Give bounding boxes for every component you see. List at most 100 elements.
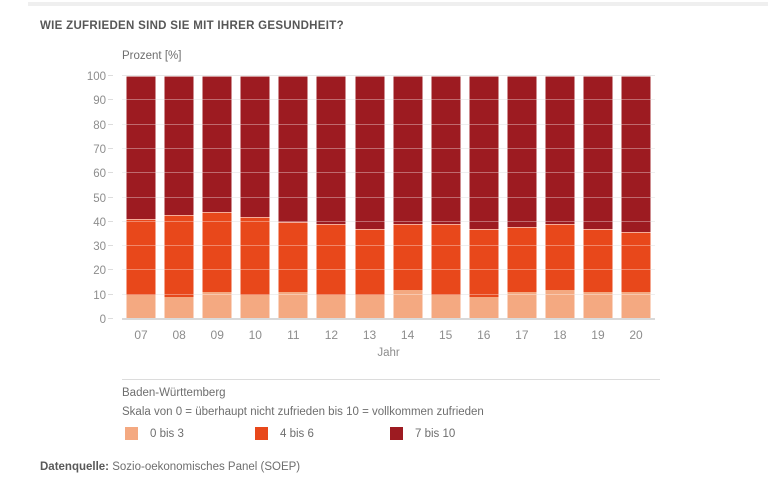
bar-column-13 bbox=[350, 76, 388, 319]
bar-20-segment-7-bis-10 bbox=[621, 76, 651, 232]
y-axis-labels: 0 10 20 30 40 50 60 70 80 90 100 bbox=[70, 71, 114, 326]
data-source-label: Datenquelle: bbox=[40, 461, 110, 473]
bar-columns bbox=[122, 76, 655, 319]
gridline-30 bbox=[122, 245, 655, 247]
x-axis-baseline bbox=[122, 318, 655, 320]
bar-column-15 bbox=[427, 76, 465, 319]
bar-column-07 bbox=[122, 76, 160, 319]
bar-07-segment-7-bis-10 bbox=[126, 76, 156, 220]
bar-09-segment-4-bis-6 bbox=[202, 212, 232, 293]
y-label-10: 10 bbox=[93, 289, 106, 302]
bar-12-segment-4-bis-6 bbox=[316, 224, 346, 295]
bar-column-20 bbox=[617, 76, 655, 319]
bar-18-segment-0-bis-3 bbox=[545, 289, 575, 319]
legend-item-7-bis-10: 7 bis 10 bbox=[390, 427, 455, 440]
bar-18-segment-7-bis-10 bbox=[545, 76, 575, 225]
bar-15-segment-4-bis-6 bbox=[431, 224, 461, 295]
bar-15-segment-0-bis-3 bbox=[431, 294, 461, 319]
x-label-15: 15 bbox=[438, 328, 453, 342]
x-label-16: 16 bbox=[477, 328, 491, 342]
gridline-over-30 bbox=[122, 245, 655, 247]
legend-item-4-bis-6: 4 bis 6 bbox=[255, 427, 314, 440]
bar-08-segment-7-bis-10 bbox=[164, 76, 194, 215]
y-label-30: 30 bbox=[93, 241, 106, 254]
bar-19-segment-0-bis-3 bbox=[583, 292, 613, 319]
gridline-100 bbox=[122, 75, 655, 76]
gridline-80 bbox=[122, 123, 655, 125]
bar-column-19 bbox=[579, 76, 617, 319]
bar-column-14 bbox=[389, 76, 427, 319]
x-label-07: 07 bbox=[134, 328, 148, 342]
gridline-50 bbox=[122, 196, 655, 198]
y-tick-0 bbox=[108, 318, 113, 319]
y-tick-60 bbox=[108, 172, 113, 174]
y-label-100: 100 bbox=[86, 71, 106, 83]
top-divider bbox=[28, 2, 768, 6]
bar-11-segment-7-bis-10 bbox=[278, 76, 308, 222]
bar-column-18 bbox=[541, 76, 579, 319]
gridline-over-40 bbox=[122, 220, 655, 222]
legend-swatch-0-bis-3 bbox=[125, 427, 138, 440]
bar-column-10 bbox=[236, 76, 274, 319]
plot-area bbox=[122, 75, 655, 320]
bar-13-segment-0-bis-3 bbox=[355, 294, 384, 319]
bar-column-17 bbox=[503, 76, 541, 319]
bar-13-segment-7-bis-10 bbox=[355, 76, 384, 230]
legend-label-4-bis-6: 4 bis 6 bbox=[280, 427, 314, 440]
y-tick-10 bbox=[108, 293, 113, 295]
bar-15-segment-7-bis-10 bbox=[431, 76, 461, 225]
data-source: Datenquelle: Sozio-oekonomisches Panel (… bbox=[40, 461, 300, 473]
x-label-19: 19 bbox=[591, 328, 605, 342]
legend-swatch-7-bis-10 bbox=[390, 427, 403, 440]
bar-12-segment-7-bis-10 bbox=[316, 76, 346, 225]
gridline-60 bbox=[122, 172, 655, 174]
x-label-12: 12 bbox=[324, 328, 339, 342]
bar-19-segment-4-bis-6 bbox=[583, 229, 613, 293]
bar-10-segment-4-bis-6 bbox=[240, 216, 270, 295]
bar-08-segment-0-bis-3 bbox=[164, 297, 194, 319]
y-tick-90 bbox=[108, 99, 113, 101]
bar-08-segment-4-bis-6 bbox=[164, 214, 194, 298]
bar-10-segment-0-bis-3 bbox=[240, 294, 270, 319]
gridline-over-90 bbox=[122, 99, 655, 101]
legend-label-0-bis-3: 0 bis 3 bbox=[150, 427, 184, 440]
bar-column-09 bbox=[198, 76, 236, 319]
x-label-11: 11 bbox=[287, 328, 300, 342]
bar-column-08 bbox=[160, 76, 198, 319]
bar-column-16 bbox=[465, 76, 503, 319]
bar-column-11 bbox=[274, 76, 312, 319]
y-label-50: 50 bbox=[93, 192, 106, 205]
region-note: Baden-Württemberg bbox=[122, 387, 226, 399]
bar-07-segment-4-bis-6 bbox=[126, 219, 156, 295]
bar-14-segment-4-bis-6 bbox=[393, 224, 423, 290]
gridline-40 bbox=[122, 220, 655, 222]
y-tick-80 bbox=[108, 123, 113, 125]
legend-item-0-bis-3: 0 bis 3 bbox=[125, 427, 184, 440]
gridline-10 bbox=[122, 293, 655, 295]
y-tick-40 bbox=[108, 220, 113, 222]
gridline-over-60 bbox=[122, 172, 655, 174]
y-tick-30 bbox=[108, 245, 113, 247]
y-label-60: 60 bbox=[93, 168, 106, 181]
bar-20-segment-4-bis-6 bbox=[621, 231, 651, 293]
bar-11-segment-0-bis-3 bbox=[278, 292, 308, 319]
y-tick-50 bbox=[108, 196, 113, 198]
bar-12-segment-0-bis-3 bbox=[316, 294, 346, 319]
y-label-90: 90 bbox=[93, 95, 106, 108]
bar-16-segment-7-bis-10 bbox=[469, 76, 499, 230]
x-axis-title: Jahr bbox=[377, 347, 400, 359]
bar-14-segment-0-bis-3 bbox=[393, 289, 423, 319]
gridline-over-70 bbox=[122, 147, 655, 149]
x-label-13: 13 bbox=[362, 328, 377, 342]
legend-label-7-bis-10: 7 bis 10 bbox=[415, 427, 456, 440]
y-axis-title: Prozent [%] bbox=[122, 50, 182, 62]
bar-09-segment-0-bis-3 bbox=[202, 292, 232, 319]
x-label-14: 14 bbox=[400, 328, 415, 342]
x-label-18: 18 bbox=[553, 328, 567, 342]
bar-11-segment-4-bis-6 bbox=[278, 221, 308, 293]
scale-note: Skala von 0 = überhaupt nicht zufrieden … bbox=[122, 406, 484, 418]
y-tick-70 bbox=[108, 147, 113, 149]
legend-divider bbox=[122, 379, 660, 380]
gridline-over-20 bbox=[122, 269, 655, 271]
